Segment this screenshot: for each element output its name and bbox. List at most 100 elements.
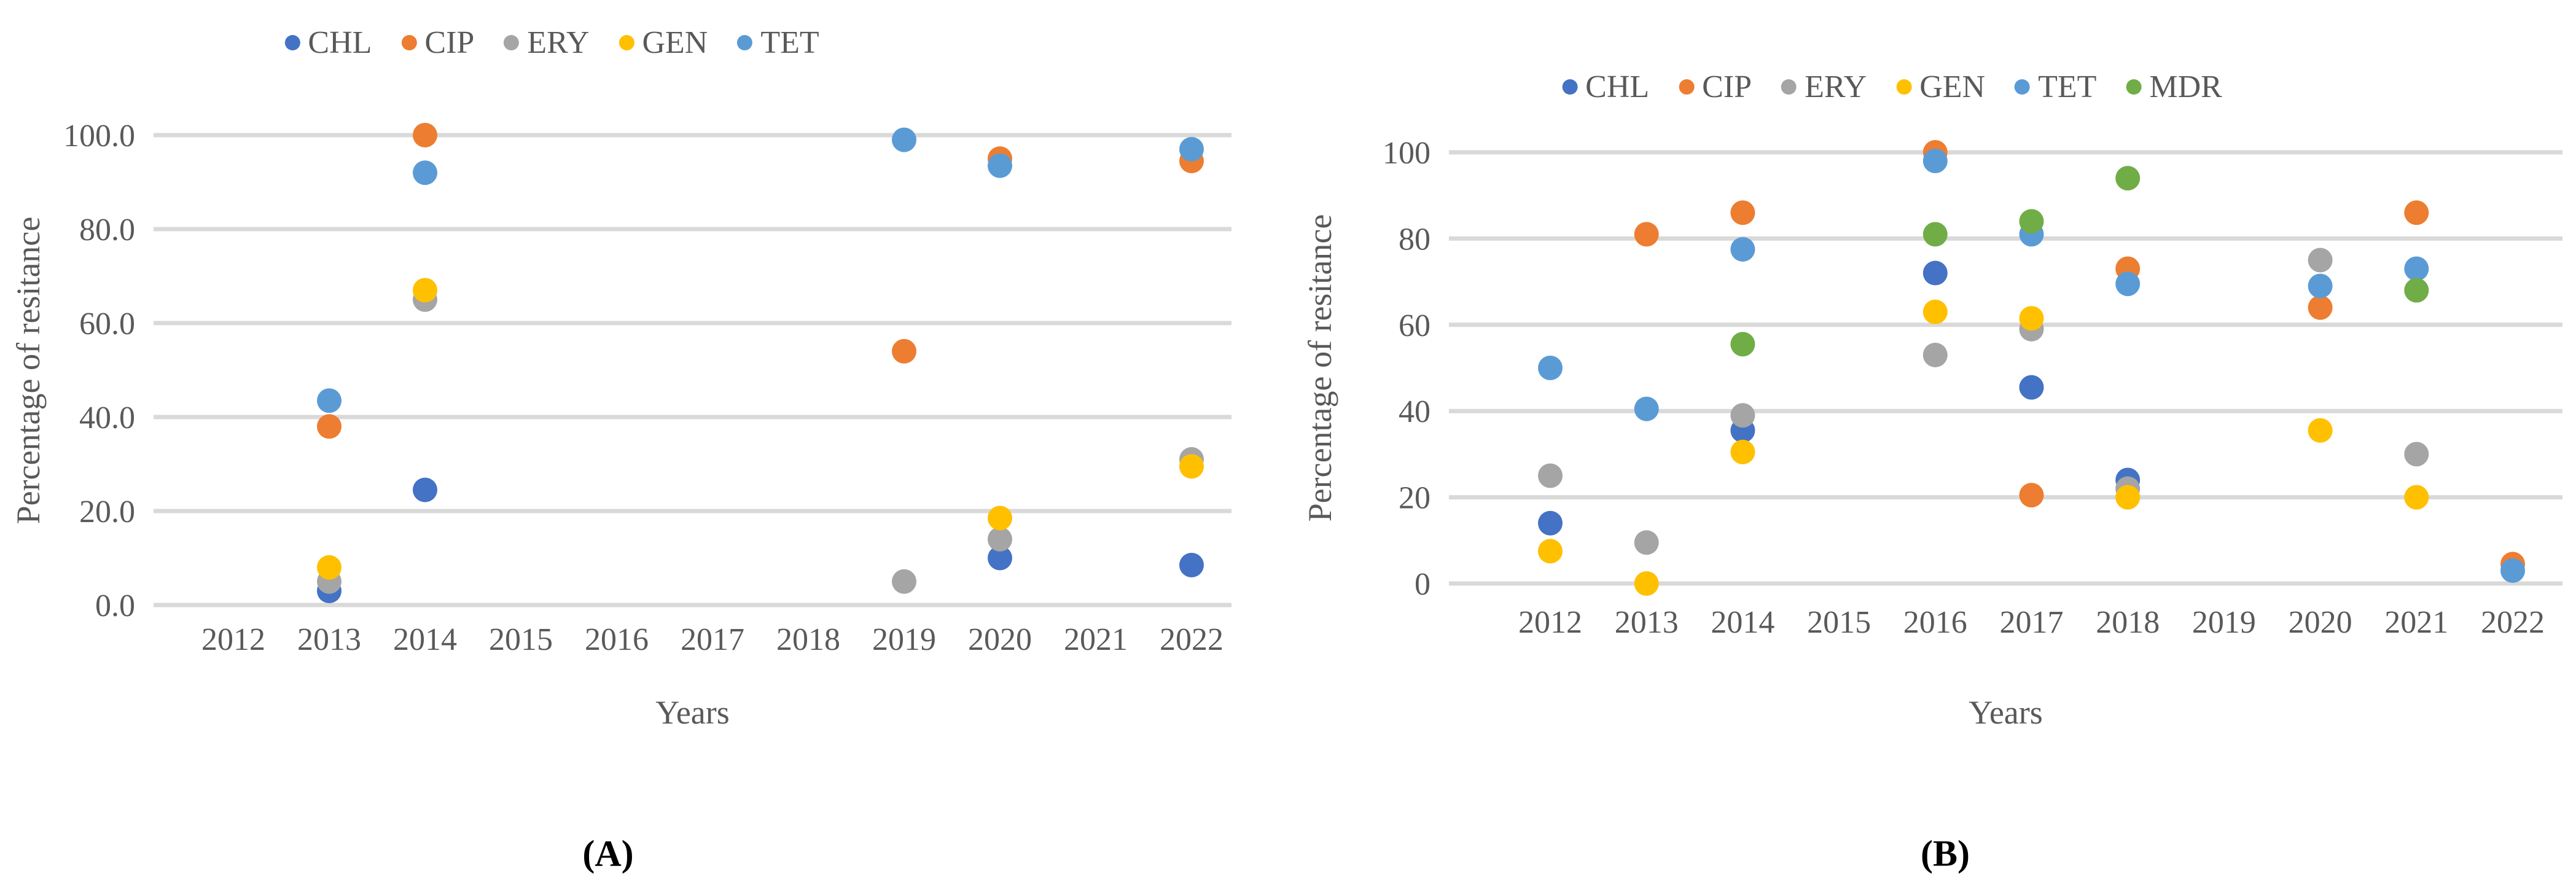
point-b-tet-2012 (1538, 356, 1563, 380)
x-tick-label-a-2018: 2018 (776, 622, 840, 657)
point-a-cip-2014 (413, 123, 437, 147)
chart-a-caption: (A) (582, 833, 634, 874)
legend-label-b-gen: GEN (1919, 69, 1986, 104)
point-b-tet-2021 (2404, 256, 2429, 281)
legend-label-b-cip: CIP (1702, 69, 1752, 104)
x-tick-label-b-2012: 2012 (1518, 605, 1582, 640)
point-b-gen-2016 (1922, 299, 1948, 324)
chart-a-panel: CHL CIP ERY GEN TET Percentage of resitance … (10, 25, 1231, 874)
point-a-gen-2013 (317, 555, 342, 580)
legend-label-b-chl: CHL (1585, 69, 1650, 104)
point-b-gen-2013 (1634, 571, 1659, 596)
legend-item-a-chl: CHL (284, 25, 372, 61)
legend-label-b-ery: ERY (1805, 69, 1867, 104)
point-b-gen-2021 (2404, 485, 2429, 510)
legend-label-b-tet: TET (2038, 69, 2097, 104)
x-tick-label-a-2012: 2012 (201, 622, 265, 657)
legend-item-a-cip: CIP (401, 25, 474, 61)
point-b-ery-2016 (1922, 342, 1948, 367)
point-b-mdr-2021 (2404, 278, 2429, 303)
x-tick-label-a-2017: 2017 (681, 622, 744, 657)
point-b-tet-2018 (2115, 271, 2141, 297)
legend-item-b-chl: CHL (1562, 69, 1649, 105)
point-b-mdr-2018 (2115, 166, 2141, 191)
point-b-mdr-2017 (2019, 209, 2044, 234)
chart-a-x-axis-title: Years (655, 694, 730, 731)
legend-label-a-ery: ERY (527, 25, 590, 60)
y-tick-label-b-60: 60 (1399, 308, 1430, 343)
legend-marker-gen-icon (1896, 79, 1912, 95)
x-tick-label-b-2021: 2021 (2384, 605, 2448, 640)
point-b-chl-2016 (1922, 260, 1948, 286)
x-tick-label-b-2014: 2014 (1711, 605, 1774, 640)
legend-marker-tet-icon (737, 35, 753, 50)
legend-item-a-gen: GEN (619, 25, 708, 61)
legend-marker-ery-icon (1781, 79, 1797, 95)
point-b-gen-2017 (2019, 306, 2044, 331)
point-b-gen-2012 (1538, 539, 1563, 564)
point-b-chl-2017 (2019, 375, 2044, 400)
chart-a-legend: CHL CIP ERY GEN TET (284, 25, 819, 61)
y-tick-label-a-80.0: 80.0 (79, 213, 135, 248)
point-b-tet-2016 (1922, 149, 1948, 174)
point-b-gen-2014 (1730, 439, 1755, 464)
point-a-tet-2013 (317, 388, 342, 413)
chart-b-panel: CHL CIP ERY GEN TET MDR Percentage of resitan… (1288, 0, 2576, 890)
point-b-ery-2013 (1634, 530, 1659, 555)
legend-marker-chl-icon (284, 35, 300, 50)
x-tick-label-a-2020: 2020 (968, 622, 1032, 657)
x-tick-label-b-2013: 2013 (1615, 605, 1679, 640)
point-b-gen-2020 (2308, 418, 2333, 443)
legend-label-a-chl: CHL (308, 25, 372, 60)
x-tick-label-b-2017: 2017 (2000, 605, 2064, 640)
legend-item-a-tet: TET (737, 25, 819, 61)
point-a-ery-2020 (988, 526, 1012, 552)
legend-label-a-cip: CIP (424, 25, 475, 60)
y-tick-label-b-80: 80 (1399, 222, 1430, 257)
y-tick-label-a-60.0: 60.0 (79, 306, 135, 342)
legend-label-a-tet: TET (760, 25, 819, 60)
point-b-chl-2012 (1538, 510, 1563, 536)
point-b-gen-2018 (2115, 485, 2141, 510)
x-tick-label-a-2022: 2022 (1160, 622, 1224, 657)
point-a-tet-2014 (413, 160, 437, 185)
point-a-tet-2022 (1179, 136, 1204, 162)
point-b-tet-2014 (1730, 236, 1755, 262)
chart-b-legend: CHL CIP ERY GEN TET MDR (1562, 69, 2222, 105)
legend-item-b-ery: ERY (1781, 69, 1867, 105)
legend-label-a-gen: GEN (642, 25, 708, 60)
chart-b-caption: (B) (1921, 833, 1970, 874)
point-a-cip-2013 (317, 414, 342, 439)
x-tick-label-a-2019: 2019 (872, 622, 936, 657)
x-tick-label-b-2019: 2019 (2192, 605, 2256, 640)
x-tick-label-b-2022: 2022 (2481, 605, 2545, 640)
legend-marker-cip-icon (401, 35, 417, 50)
point-b-cip-2017 (2019, 483, 2044, 508)
legend-marker-mdr-icon (2126, 79, 2142, 95)
legend-item-b-gen: GEN (1896, 69, 1985, 105)
point-b-ery-2021 (2404, 442, 2429, 467)
x-tick-label-a-2021: 2021 (1064, 622, 1128, 657)
point-a-gen-2014 (413, 278, 437, 303)
x-tick-label-b-2020: 2020 (2289, 605, 2352, 640)
point-b-ery-2014 (1730, 403, 1755, 428)
x-tick-label-b-2015: 2015 (1807, 605, 1871, 640)
point-a-chl-2014 (413, 477, 437, 502)
point-b-cip-2014 (1730, 200, 1755, 225)
legend-label-b-mdr: MDR (2149, 69, 2222, 104)
point-a-tet-2019 (892, 127, 916, 152)
point-b-mdr-2016 (1922, 222, 1948, 247)
y-tick-label-a-20.0: 20.0 (79, 494, 135, 529)
chart-b-plot-area: 0 20 40 60 80 100 2012 2013 2014 2015 2016 2017 2018… (1383, 136, 2562, 640)
chart-b-x-axis-title: Years (1969, 694, 2043, 731)
y-tick-label-a-40.0: 40.0 (79, 400, 135, 435)
x-tick-label-a-2013: 2013 (297, 622, 361, 657)
point-b-tet-2022 (2500, 558, 2525, 583)
y-tick-label-b-20: 20 (1399, 481, 1430, 516)
legend-marker-gen-icon (619, 35, 634, 50)
point-b-cip-2020 (2308, 295, 2333, 320)
legend-item-b-cip: CIP (1679, 69, 1752, 105)
legend-item-b-tet: TET (2015, 69, 2096, 105)
x-tick-label-a-2014: 2014 (393, 622, 457, 657)
